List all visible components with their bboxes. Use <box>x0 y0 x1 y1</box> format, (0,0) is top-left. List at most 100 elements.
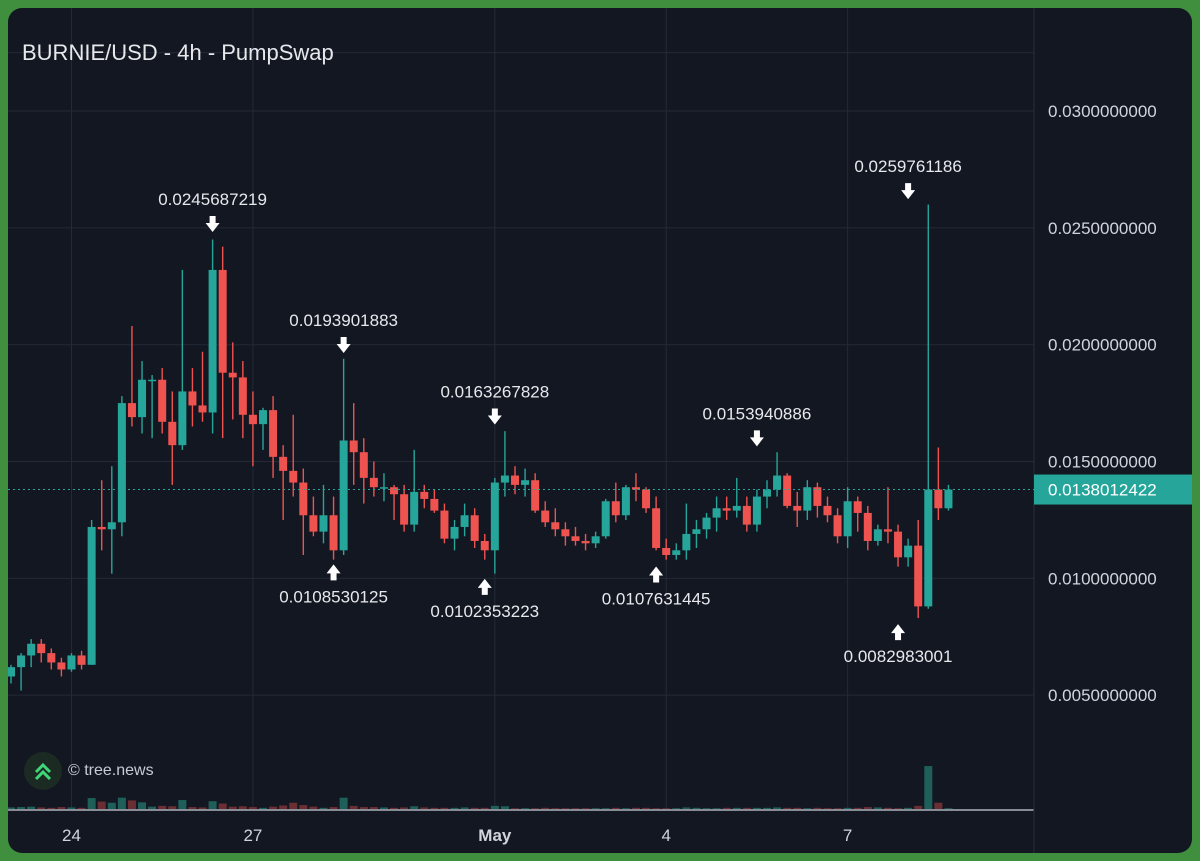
candle-body[interactable] <box>500 475 509 483</box>
candle-body[interactable] <box>813 487 822 506</box>
candle-body[interactable] <box>752 496 761 525</box>
candle-body[interactable] <box>873 529 882 541</box>
candle-body[interactable] <box>228 372 237 378</box>
candle-body[interactable] <box>57 662 66 670</box>
candle-body[interactable] <box>248 414 257 425</box>
candle-body[interactable] <box>27 643 36 656</box>
candle-body[interactable] <box>924 489 933 607</box>
candle-body[interactable] <box>480 540 489 551</box>
candle-body[interactable] <box>259 410 267 425</box>
volume-bar <box>390 807 399 809</box>
candle-body[interactable] <box>390 487 399 495</box>
candle-body[interactable] <box>541 510 550 523</box>
candle-body[interactable] <box>67 655 76 670</box>
candle-body[interactable] <box>843 501 852 537</box>
candle-body[interactable] <box>521 480 530 485</box>
candle-body[interactable] <box>359 452 368 478</box>
candle-body[interactable] <box>702 517 711 530</box>
candle-body[interactable] <box>631 487 640 490</box>
candle-body[interactable] <box>551 522 560 530</box>
candle-body[interactable] <box>299 482 308 516</box>
candle-body[interactable] <box>883 529 892 532</box>
candle-body[interactable] <box>420 491 429 499</box>
candle-body[interactable] <box>430 498 439 511</box>
candle-body[interactable] <box>440 510 449 539</box>
candle-body[interactable] <box>218 269 227 373</box>
candle-body[interactable] <box>601 501 610 537</box>
candle-body[interactable] <box>571 536 580 541</box>
candle-body[interactable] <box>117 403 126 523</box>
candle-body[interactable] <box>621 487 630 516</box>
candle-body[interactable] <box>863 512 872 541</box>
candle-body[interactable] <box>8 667 15 677</box>
volume-bar <box>289 802 298 809</box>
candle-body[interactable] <box>611 501 620 516</box>
candle-body[interactable] <box>944 489 953 509</box>
candle-body[interactable] <box>410 491 419 525</box>
candle-body[interactable] <box>107 522 116 530</box>
candle-body[interactable] <box>37 643 46 654</box>
candle-body[interactable] <box>329 515 338 551</box>
candle-body[interactable] <box>168 421 177 446</box>
candle-body[interactable] <box>369 477 378 488</box>
candle-body[interactable] <box>490 482 499 551</box>
candle-body[interactable] <box>642 489 651 509</box>
candle-body[interactable] <box>158 379 167 422</box>
candle-body[interactable] <box>904 545 913 558</box>
candle-body[interactable] <box>511 475 519 485</box>
candle-body[interactable] <box>379 487 388 489</box>
candle-body[interactable] <box>289 470 298 483</box>
candle-body[interactable] <box>309 515 318 532</box>
candle-body[interactable] <box>87 526 96 665</box>
arrow-up-icon <box>477 578 492 595</box>
candle-body[interactable] <box>823 505 832 516</box>
candle-body[interactable] <box>77 655 86 665</box>
candle-body[interactable] <box>763 489 771 497</box>
candle-body[interactable] <box>188 391 197 406</box>
candle-body[interactable] <box>127 403 136 418</box>
candle-body[interactable] <box>773 475 782 490</box>
candle-body[interactable] <box>148 379 157 382</box>
candle-body[interactable] <box>319 515 328 532</box>
candle-body[interactable] <box>339 440 348 551</box>
price-chart[interactable]: 0.0300000000 0.0250000000 0.0200000000 0.01… <box>8 8 1192 853</box>
candle-body[interactable] <box>682 533 691 551</box>
candle-body[interactable] <box>722 508 731 511</box>
candle-body[interactable] <box>742 505 751 525</box>
candle-body[interactable] <box>279 456 288 471</box>
candle-body[interactable] <box>783 475 792 506</box>
candle-body[interactable] <box>672 550 681 555</box>
candle-body[interactable] <box>238 377 247 415</box>
candle-body[interactable] <box>581 540 590 544</box>
candle-body[interactable] <box>349 440 358 453</box>
candle-body[interactable] <box>269 410 278 457</box>
candle-body[interactable] <box>208 269 217 413</box>
candle-body[interactable] <box>712 508 721 518</box>
candle-body[interactable] <box>198 405 207 413</box>
candle-body[interactable] <box>793 505 802 511</box>
volume-bar <box>531 808 540 809</box>
candle-body[interactable] <box>561 529 570 537</box>
candle-body[interactable] <box>460 515 469 527</box>
candle-body[interactable] <box>692 529 701 534</box>
candle-body[interactable] <box>138 379 147 418</box>
candle-body[interactable] <box>400 494 409 525</box>
candle-body[interactable] <box>591 536 600 544</box>
candle-body[interactable] <box>894 531 903 558</box>
candle-body[interactable] <box>662 547 671 555</box>
candle-body[interactable] <box>652 508 661 548</box>
candle-body[interactable] <box>853 501 862 513</box>
candle-body[interactable] <box>833 515 842 537</box>
candle-body[interactable] <box>914 545 923 607</box>
volume-bar <box>238 806 247 809</box>
candle-body[interactable] <box>17 655 26 668</box>
candle-body[interactable] <box>97 526 106 530</box>
candle-body[interactable] <box>470 515 479 541</box>
candle-body[interactable] <box>803 487 812 511</box>
candle-body[interactable] <box>732 505 741 511</box>
candle-body[interactable] <box>450 526 459 539</box>
candle-body[interactable] <box>47 653 56 663</box>
candle-body[interactable] <box>934 489 943 509</box>
candle-body[interactable] <box>178 391 187 446</box>
candle-body[interactable] <box>531 480 540 511</box>
